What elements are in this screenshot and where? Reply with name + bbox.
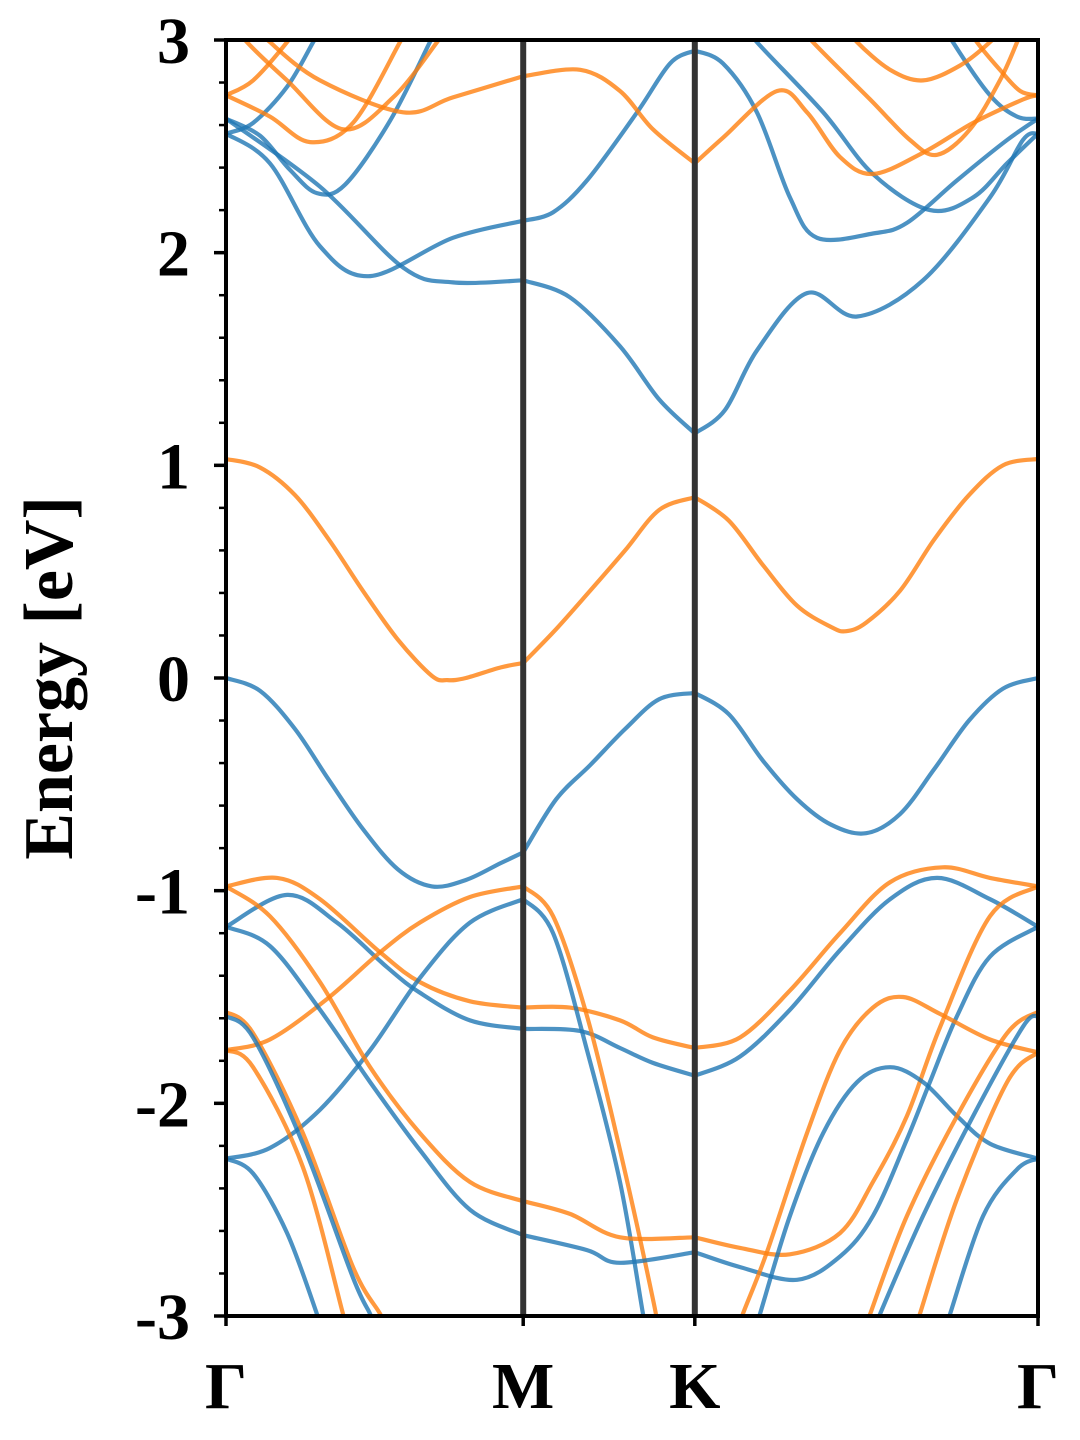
band-orange-19 (226, 884, 1038, 1257)
band-blue-4 (226, 40, 434, 197)
band-orange-14 (972, 40, 1038, 98)
x-tick-label: Γ (1017, 1350, 1059, 1423)
high-symmetry-lines (520, 40, 698, 1316)
band-blue-24 (226, 1156, 320, 1316)
band-orange-29 (917, 1050, 1038, 1316)
x-tick-label: K (669, 1350, 720, 1423)
y-tick-label: -1 (135, 856, 190, 929)
band-orange-13 (852, 40, 996, 83)
plot-frame (224, 38, 1040, 1318)
y-tick-label: 0 (157, 643, 190, 716)
band-blue-22 (226, 1014, 374, 1316)
band-blue-20 (226, 924, 1038, 1283)
x-tick-label: Γ (205, 1350, 247, 1423)
band-orange-23 (226, 1048, 346, 1316)
y-tick-label: 3 (157, 5, 190, 78)
band-orange-17 (226, 884, 659, 1316)
x-tick-label: M (492, 1350, 554, 1423)
y-axis-ticks: -3 -2 -1 0 1 2 3 (135, 5, 226, 1354)
band-blue-5 (226, 40, 317, 136)
band-orange-10 (242, 40, 442, 132)
band-blue-18 (226, 897, 646, 1316)
y-tick-label: 1 (157, 430, 190, 503)
band-orange-1 (226, 456, 1038, 683)
band-blue-7 (949, 40, 1038, 122)
band-orange-21 (226, 1010, 384, 1316)
band-orange-25 (739, 994, 1038, 1316)
band-blue-26 (757, 1065, 1038, 1316)
band-orange-27 (867, 1010, 1038, 1316)
band-orange-12 (808, 40, 1021, 158)
y-tick-label: 2 (157, 218, 190, 291)
band-orange-9 (226, 40, 292, 98)
bands (226, 40, 1038, 1316)
y-tick-label: -3 (135, 1281, 190, 1354)
band-blue-30 (947, 1156, 1038, 1316)
band-blue-6 (752, 40, 1038, 214)
band-blue-16 (226, 875, 1038, 1078)
band-blue-0 (226, 675, 1038, 889)
band-blue-3 (226, 48, 1038, 279)
y-tick-label: -2 (135, 1068, 190, 1141)
y-axis-label: Energy [eV] (11, 496, 88, 860)
band-blue-28 (876, 1013, 1038, 1316)
band-orange-15 (226, 865, 1038, 1051)
band-blue-2 (226, 116, 1038, 436)
